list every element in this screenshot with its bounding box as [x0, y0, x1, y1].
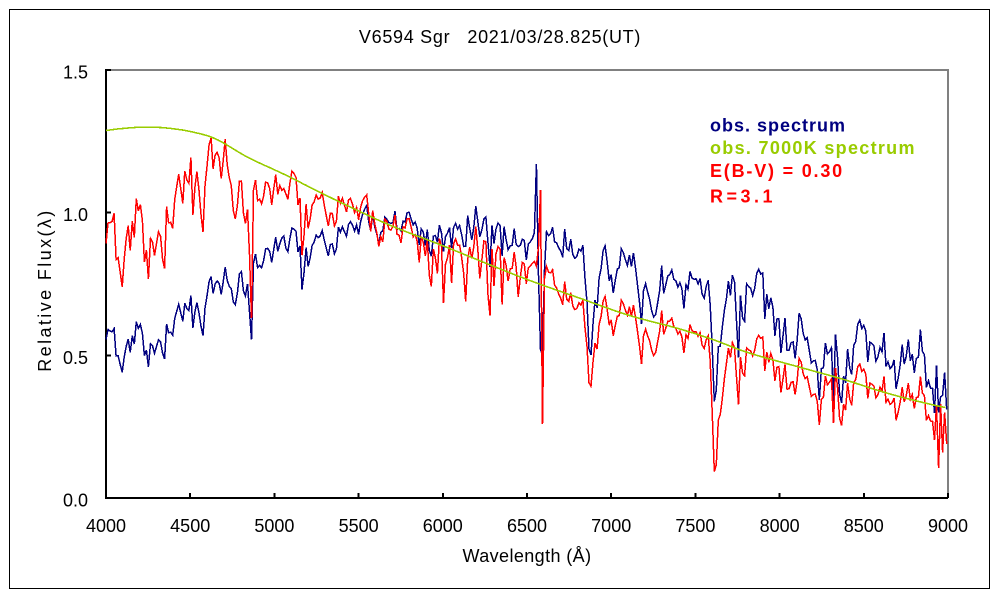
- svg-text:8500: 8500: [844, 516, 884, 536]
- svg-text:8000: 8000: [760, 516, 800, 536]
- svg-text:6500: 6500: [507, 516, 547, 536]
- svg-text:Wavelength (Å): Wavelength (Å): [463, 546, 592, 566]
- svg-text:5500: 5500: [339, 516, 379, 536]
- svg-text:1.0: 1.0: [63, 205, 88, 225]
- svg-text:Relative Flux(λ): Relative Flux(λ): [35, 208, 55, 371]
- svg-text:V6594 Sgr 2021/03/28.825(UT): V6594 Sgr 2021/03/28.825(UT): [359, 27, 641, 47]
- svg-text:9000: 9000: [928, 516, 968, 536]
- svg-text:7500: 7500: [675, 516, 715, 536]
- svg-text:0.5: 0.5: [63, 348, 88, 368]
- svg-text:R=3.1: R=3.1: [710, 187, 776, 207]
- svg-text:obs. 7000K spectrum: obs. 7000K spectrum: [710, 138, 916, 158]
- svg-text:E(B-V) = 0.30: E(B-V) = 0.30: [710, 161, 844, 181]
- svg-text:7000: 7000: [591, 516, 631, 536]
- svg-text:obs. spectrum: obs. spectrum: [710, 116, 846, 136]
- svg-text:0.0: 0.0: [63, 491, 88, 511]
- svg-text:1.5: 1.5: [63, 63, 88, 83]
- svg-text:5000: 5000: [254, 516, 294, 536]
- svg-text:6000: 6000: [423, 516, 463, 536]
- svg-text:4000: 4000: [86, 516, 126, 536]
- svg-text:4500: 4500: [170, 516, 210, 536]
